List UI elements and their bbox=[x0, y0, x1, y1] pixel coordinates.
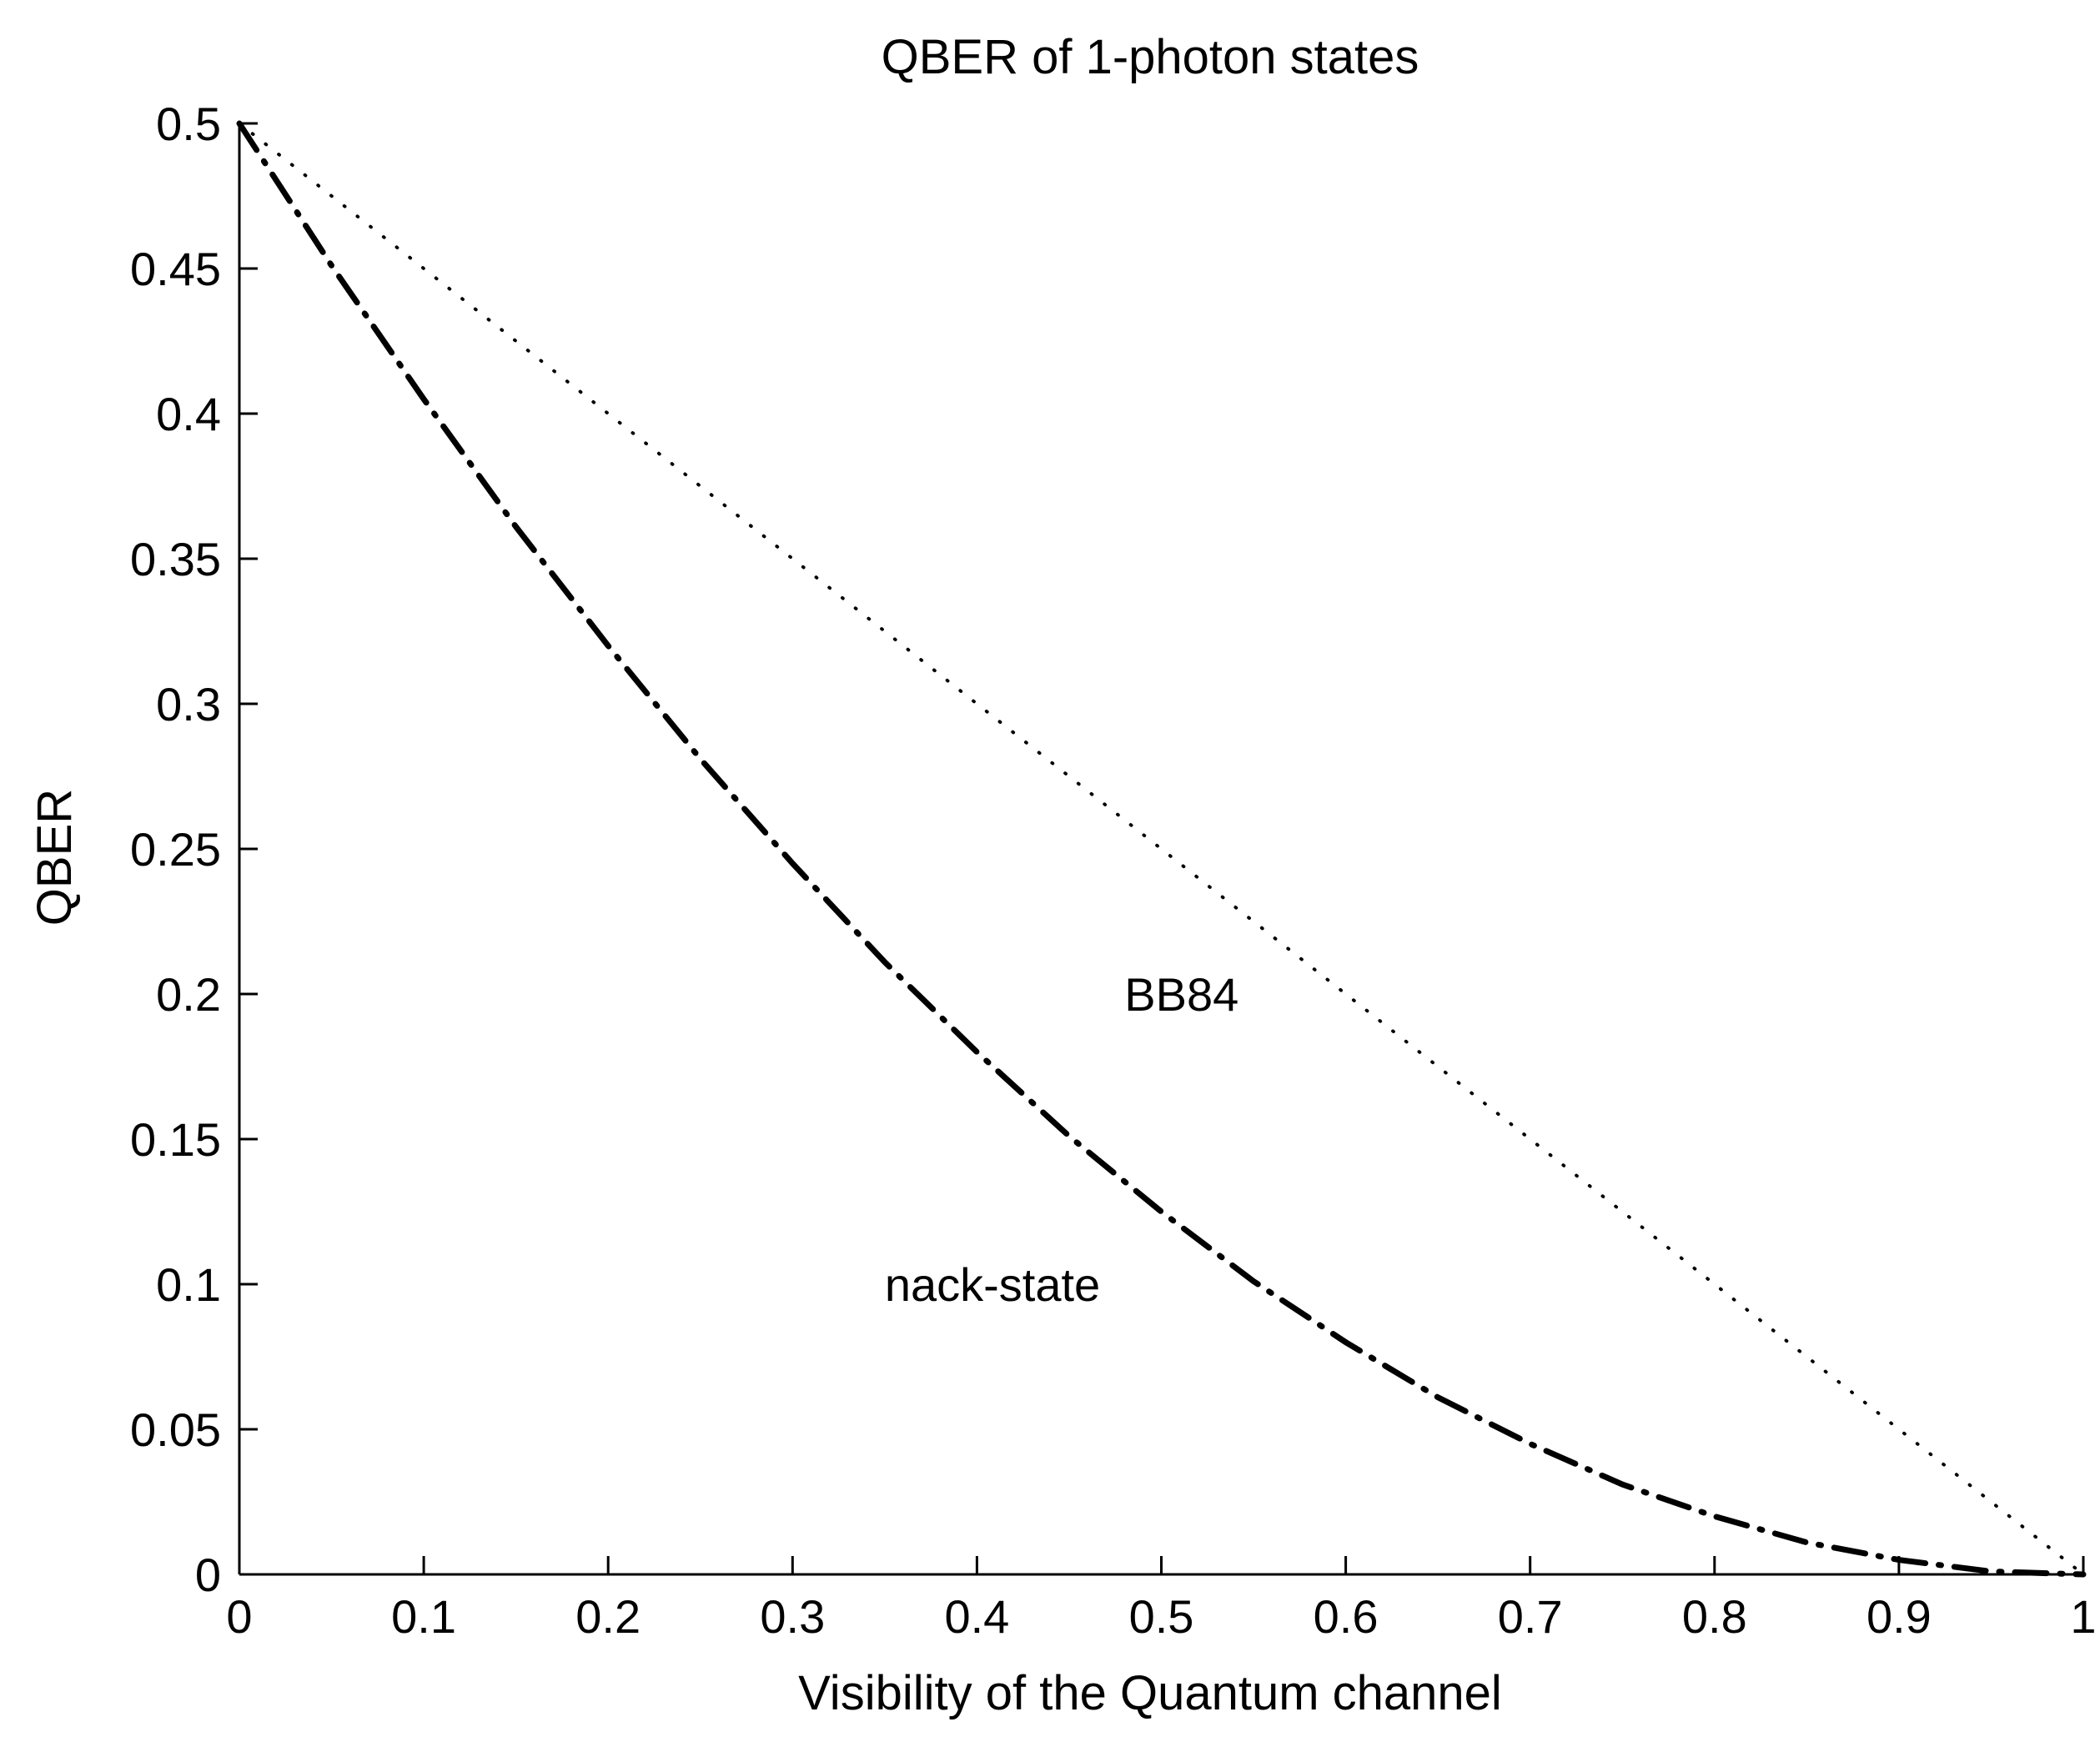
x-tick-label: 0 bbox=[226, 1590, 252, 1643]
y-tick-label: 0.4 bbox=[156, 388, 221, 440]
x-tick-label: 0.3 bbox=[760, 1590, 825, 1643]
y-tick-label: 0.15 bbox=[130, 1113, 221, 1166]
x-axis-title: Visibility of the Quantum channel bbox=[798, 1666, 1502, 1720]
x-tick-label: 0.6 bbox=[1314, 1590, 1379, 1643]
x-tick-label: 0.1 bbox=[391, 1590, 456, 1643]
annotation-label: nack-state bbox=[885, 1258, 1100, 1311]
x-tick-label: 0.8 bbox=[1682, 1590, 1747, 1643]
y-tick-label: 0.05 bbox=[130, 1403, 221, 1456]
y-tick-label: 0.25 bbox=[130, 823, 221, 876]
y-tick-label: 0.35 bbox=[130, 533, 221, 585]
y-axis-title: QBER bbox=[28, 789, 82, 926]
series-line-dashdot bbox=[236, 120, 2087, 1578]
series-line-dotted bbox=[238, 122, 2085, 1576]
annotation-label: BB84 bbox=[1124, 968, 1238, 1021]
y-tick-label: 0.2 bbox=[156, 968, 221, 1021]
y-tick-label: 0.3 bbox=[156, 678, 221, 730]
y-tick-label: 0.45 bbox=[130, 243, 221, 295]
y-tick-label: 0.5 bbox=[156, 98, 221, 150]
y-tick-label: 0.1 bbox=[156, 1258, 221, 1311]
x-tick-label: 0.4 bbox=[944, 1590, 1009, 1643]
chart-title: QBER of 1-photon states bbox=[882, 30, 1419, 84]
plot-area: 0 0.1 0.2 0.3 0.4 0.5 0.6 0.7 0.8 0.9 1 0 0.05 0.1 0.1… bbox=[130, 98, 2097, 1643]
x-tick-label: 1 bbox=[2070, 1590, 2096, 1643]
x-tick-label: 0.5 bbox=[1129, 1590, 1194, 1643]
x-tick-label: 0.2 bbox=[575, 1590, 641, 1643]
x-tick-label: 0.7 bbox=[1498, 1590, 1563, 1643]
x-tick-label: 0.9 bbox=[1866, 1590, 1932, 1643]
y-tick-label: 0 bbox=[195, 1549, 221, 1601]
